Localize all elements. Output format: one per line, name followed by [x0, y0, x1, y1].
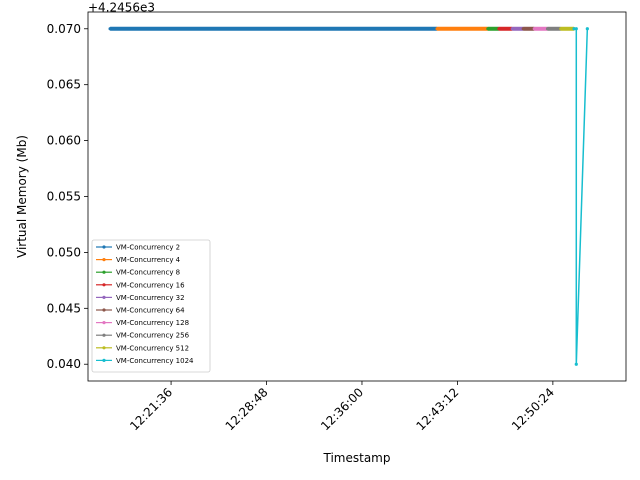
y-axis-label: Virtual Memory (Mb): [15, 135, 29, 258]
legend-box: [91, 239, 211, 373]
series-point: [572, 27, 576, 31]
legend-entry: VM-Concurrency 256: [116, 332, 190, 340]
y-offset-label: +4.2456e3: [88, 1, 155, 15]
legend-entry: VM-Concurrency 64: [116, 307, 185, 315]
legend-marker: [102, 295, 106, 299]
series-point: [574, 27, 578, 31]
series-point: [108, 27, 112, 31]
series-point: [559, 27, 563, 31]
legend-entry: VM-Concurrency 2: [116, 244, 180, 252]
legend-marker: [102, 333, 106, 337]
series-point: [521, 27, 525, 31]
legend-entry: VM-Concurrency 4: [116, 256, 181, 264]
y-tick-label: 0.045: [47, 301, 81, 315]
series-point: [532, 27, 536, 31]
legend-entry: VM-Concurrency 8: [116, 269, 180, 277]
y-tick-label: 0.070: [47, 22, 81, 36]
series-point: [545, 27, 550, 31]
series-point: [497, 27, 501, 31]
series-point: [585, 27, 589, 31]
legend-entry: VM-Concurrency 128: [116, 319, 189, 327]
legend-marker: [102, 321, 106, 325]
legend-marker: [102, 258, 106, 262]
y-tick-label: 0.050: [47, 245, 81, 259]
legend-marker: [102, 270, 106, 274]
y-tick-label: 0.040: [47, 357, 81, 371]
y-tick-label: 0.065: [47, 78, 81, 92]
legend-marker: [102, 283, 106, 287]
legend-marker: [102, 245, 106, 249]
legend-entry: VM-Concurrency 16: [116, 281, 185, 289]
series-point: [435, 27, 439, 31]
series-point: [510, 27, 514, 31]
legend-marker: [102, 346, 106, 350]
y-tick-label: 0.055: [47, 190, 81, 204]
legend-marker: [102, 358, 106, 362]
y-axis-ticks: 0.040 0.045 0.050 0.055 0.060 0.065 0.070: [47, 22, 88, 371]
y-tick-label: 0.060: [47, 134, 81, 148]
x-axis-label: Timestamp: [323, 451, 391, 465]
series-point: [486, 27, 490, 31]
series-layer: [108, 26, 589, 366]
legend: VM-Concurrency 2 VM-Concurrency 4 VM-Concu…: [91, 239, 211, 373]
legend-entry: VM-Concurrency 1024: [116, 357, 194, 365]
legend-entry: VM-Concurrency 32: [116, 294, 185, 302]
series-point: [574, 362, 578, 366]
legend-marker: [102, 308, 106, 312]
legend-entry: VM-Concurrency 512: [116, 344, 189, 352]
